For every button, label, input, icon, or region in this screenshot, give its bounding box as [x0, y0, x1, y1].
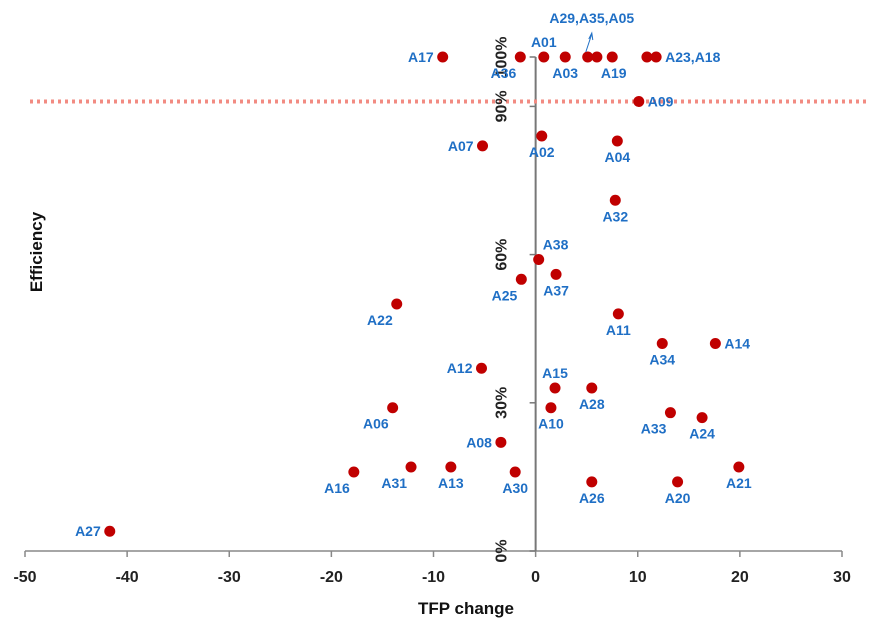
- point-label: A11: [606, 322, 631, 338]
- point-label: A25: [492, 287, 518, 303]
- point-label: A04: [604, 149, 630, 165]
- data-point: [495, 436, 507, 448]
- data-point: [477, 140, 489, 152]
- data-point: [612, 308, 624, 320]
- data-point: [733, 461, 745, 473]
- point-label: A23,A18: [665, 49, 720, 65]
- point-label: A30: [502, 480, 528, 496]
- data-point: [550, 268, 562, 280]
- point-label: A10: [538, 416, 564, 432]
- annotation-arrowhead: [588, 31, 594, 41]
- data-point: [348, 466, 360, 478]
- point-label: A34: [649, 352, 675, 368]
- data-point: [387, 402, 399, 414]
- y-tick-label: 100%: [494, 37, 511, 78]
- data-point: [515, 273, 527, 285]
- point-label: A06: [363, 416, 389, 432]
- data-point: [545, 402, 557, 414]
- y-tick-label: 30%: [494, 387, 511, 419]
- data-point: [633, 95, 645, 107]
- x-tick-label: -20: [320, 569, 343, 586]
- point-label: A01: [531, 34, 557, 50]
- data-point: [586, 476, 598, 488]
- data-point: [672, 476, 684, 488]
- data-point: [391, 298, 403, 310]
- x-tick-label: -50: [13, 569, 36, 586]
- x-tick-label: -30: [218, 569, 241, 586]
- annotation-arrow: [585, 33, 593, 53]
- point-label: A31: [381, 475, 407, 491]
- data-point: [445, 461, 457, 473]
- x-tick-label: 30: [833, 569, 851, 586]
- point-label: A22: [367, 312, 393, 328]
- x-tick-label: 20: [731, 569, 749, 586]
- x-tick-label: -40: [116, 569, 139, 586]
- point-label: A20: [665, 490, 691, 506]
- point-label: A36: [491, 65, 517, 81]
- point-label: A02: [529, 144, 555, 160]
- data-point: [104, 525, 116, 537]
- point-label: A17: [408, 49, 434, 65]
- data-point: [514, 51, 526, 63]
- point-label: A33: [641, 421, 667, 437]
- data-point: [533, 254, 545, 266]
- data-point: [611, 135, 623, 147]
- point-label: A37: [543, 282, 569, 298]
- point-label: A08: [466, 434, 492, 450]
- y-axis-title: Efficiency: [27, 211, 46, 292]
- point-label: A15: [542, 365, 568, 381]
- data-point: [664, 407, 676, 419]
- x-tick-label: -10: [422, 569, 445, 586]
- data-point: [549, 382, 561, 394]
- point-label: A28: [579, 396, 605, 412]
- annotation-label: A29,A35,A05: [549, 10, 634, 26]
- x-axis-title: TFP change: [418, 599, 514, 618]
- point-label: A26: [579, 490, 605, 506]
- data-point: [582, 51, 594, 63]
- data-point: [656, 338, 668, 350]
- data-point: [709, 338, 721, 350]
- data-point: [609, 194, 621, 206]
- data-point: [475, 362, 487, 374]
- data-point: [559, 51, 571, 63]
- point-label: A16: [324, 480, 350, 496]
- point-label: A38: [543, 237, 569, 253]
- data-point: [641, 51, 653, 63]
- y-ticks: 0% 30% 60% 90% 100%: [494, 37, 536, 563]
- data-point: [650, 51, 662, 63]
- data-point: [606, 51, 618, 63]
- point-label: A32: [602, 208, 628, 224]
- data-point: [538, 51, 550, 63]
- point-label: A07: [448, 138, 474, 154]
- point-label: A03: [552, 65, 578, 81]
- data-point: [536, 130, 548, 142]
- y-tick-label: 60%: [494, 239, 511, 271]
- point-label: A09: [648, 93, 674, 109]
- point-label: A21: [726, 475, 752, 491]
- point-label: A14: [724, 336, 750, 352]
- data-point: [405, 461, 417, 473]
- y-tick-label: 90%: [494, 90, 511, 122]
- data-point: [696, 412, 708, 424]
- point-label: A12: [447, 360, 473, 376]
- data-point: [437, 51, 449, 63]
- point-label: A24: [689, 426, 715, 442]
- data-point: [509, 466, 521, 478]
- data-point: [591, 51, 603, 63]
- point-label: A27: [75, 523, 101, 539]
- data-point: [586, 382, 598, 394]
- annotation: A29,A35,A05: [549, 10, 634, 53]
- point-label: A13: [438, 475, 464, 491]
- y-tick-label: 0%: [494, 539, 511, 562]
- point-label: A19: [601, 65, 627, 81]
- x-ticks: -50 -40 -30 -20 -10 0 10 20 30: [13, 551, 851, 586]
- data-points: [104, 51, 745, 537]
- x-tick-label: 10: [629, 569, 647, 586]
- point-labels: A17 A36 A01 A03 A19 A23,A18 A09 A02 A07 A04 A32 A38…: [75, 34, 752, 539]
- x-tick-label: 0: [531, 569, 540, 586]
